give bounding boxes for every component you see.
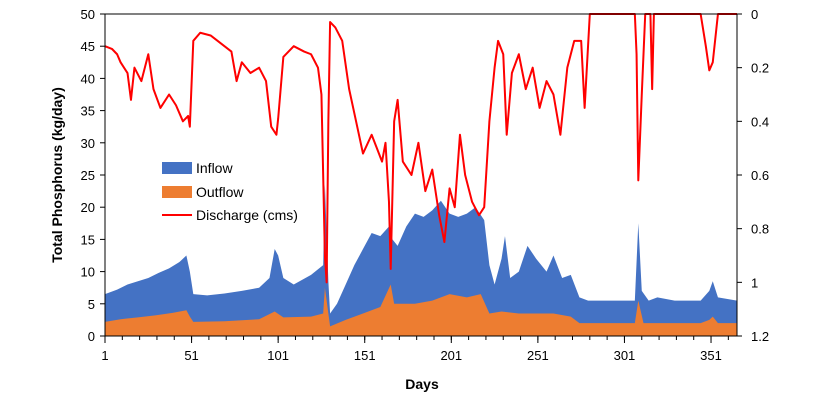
x-tick-label: 101 bbox=[267, 348, 289, 363]
y-tick-label: 35 bbox=[81, 104, 95, 119]
legend-swatch-outflow bbox=[162, 186, 192, 198]
y-tick-label: 25 bbox=[81, 168, 95, 183]
y2-tick-label: 1.2 bbox=[751, 329, 769, 344]
y2-tick-label: 0.2 bbox=[751, 61, 769, 76]
y-tick-label: 5 bbox=[88, 297, 95, 312]
y-tick-label: 45 bbox=[81, 39, 95, 54]
x-tick-label: 301 bbox=[614, 348, 636, 363]
x-tick-label: 1 bbox=[101, 348, 108, 363]
x-axis-title: Days bbox=[405, 376, 439, 392]
x-tick-label: 201 bbox=[440, 348, 462, 363]
legend-label-inflow: Inflow bbox=[196, 160, 233, 176]
y-tick-label: 40 bbox=[81, 71, 95, 86]
legend: Inflow Outflow Discharge (cms) bbox=[162, 160, 298, 223]
series-area-inflow bbox=[105, 184, 737, 336]
y-tick-label: 15 bbox=[81, 232, 95, 247]
y-tick-label: 10 bbox=[81, 265, 95, 280]
y2-tick-label: 0.8 bbox=[751, 222, 769, 237]
legend-swatch-inflow bbox=[162, 162, 192, 174]
legend-label-discharge: Discharge (cms) bbox=[196, 207, 298, 223]
y2-tick-label: 0.4 bbox=[751, 114, 769, 129]
x-tick-label: 151 bbox=[354, 348, 376, 363]
legend-label-outflow: Outflow bbox=[196, 184, 244, 200]
y-tick-label: 20 bbox=[81, 200, 95, 215]
y-tick-label: 50 bbox=[81, 7, 95, 22]
y2-tick-label: 1 bbox=[751, 275, 758, 290]
x-tick-label: 351 bbox=[700, 348, 722, 363]
y-tick-label: 30 bbox=[81, 136, 95, 151]
y-axis-title: Total Phosphorus (kg/day) bbox=[49, 87, 65, 263]
y2-tick-label: 0 bbox=[751, 7, 758, 22]
x-tick-label: 51 bbox=[184, 348, 198, 363]
series-area-outflow bbox=[105, 284, 737, 336]
y2-tick-label: 0.6 bbox=[751, 168, 769, 183]
y-tick-label: 0 bbox=[88, 329, 95, 344]
x-tick-label: 251 bbox=[527, 348, 549, 363]
